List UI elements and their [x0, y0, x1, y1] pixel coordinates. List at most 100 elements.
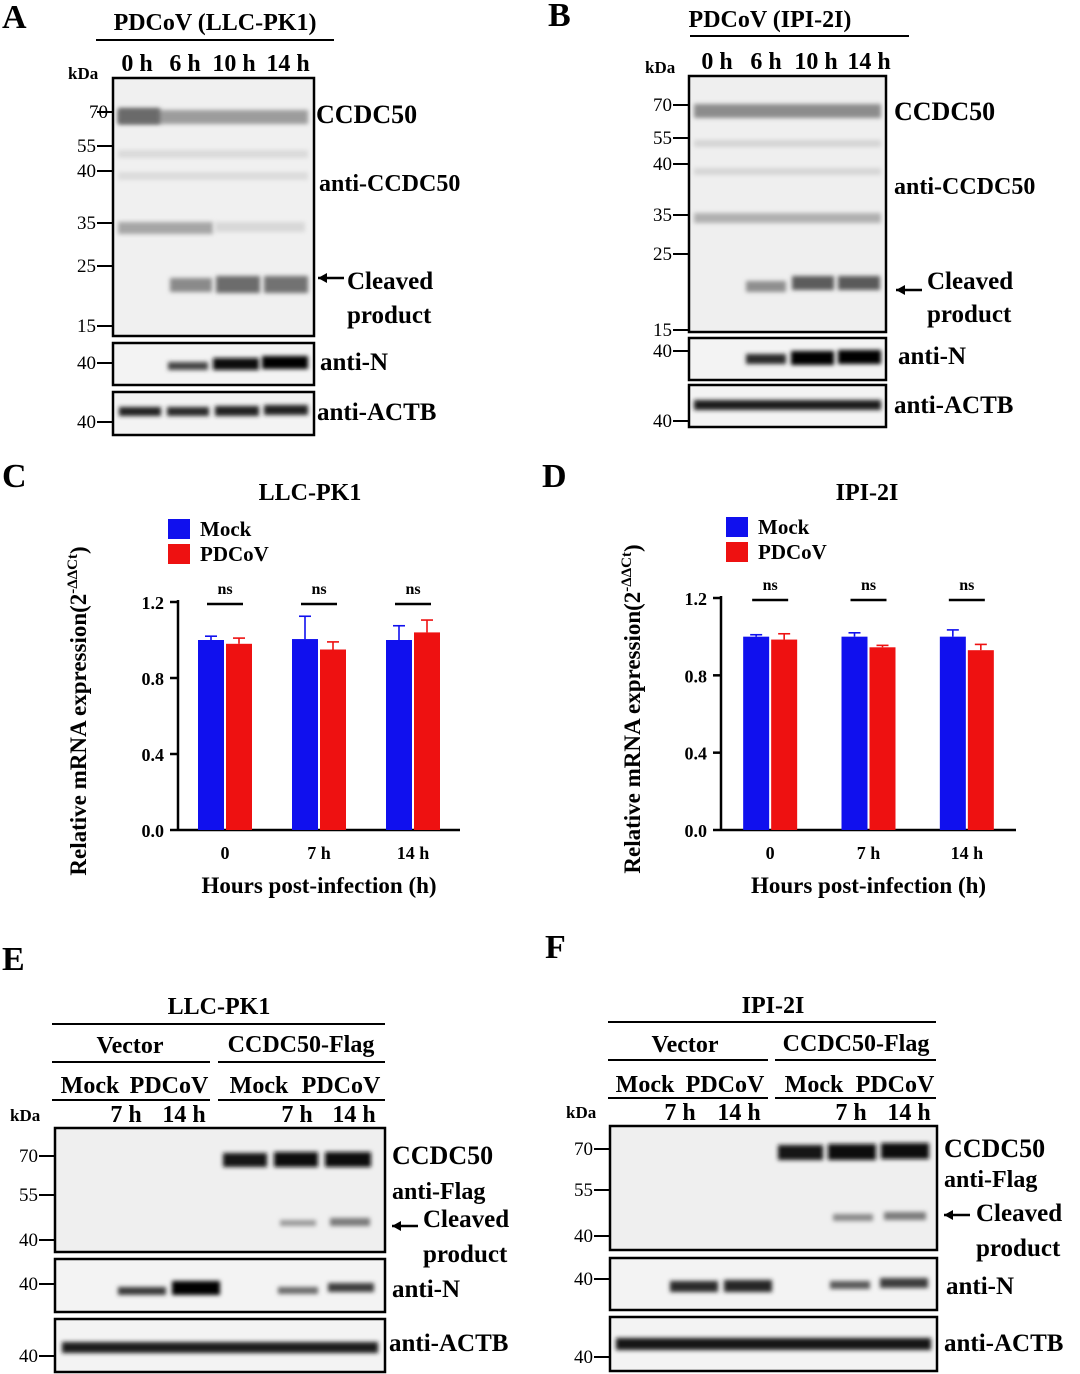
marker-a-15: 15	[77, 316, 96, 337]
lane-label-a-4: 14 h	[266, 51, 309, 77]
x-tick-label: 0	[766, 843, 775, 863]
legend-swatch-pdcov	[168, 544, 190, 564]
panel-e-title: LLC-PK1	[168, 994, 271, 1020]
label-f-anti-n: anti-N	[946, 1273, 1014, 1300]
label-e-product: product	[423, 1241, 508, 1268]
significance-label: ns	[959, 577, 974, 594]
label-b-product: product	[927, 301, 1012, 328]
time-e-3: 7 h	[281, 1102, 312, 1128]
marker-f-70: 70	[574, 1139, 593, 1160]
blot-f-anti-n	[608, 1256, 939, 1312]
bar-mock	[386, 640, 412, 830]
legend-label-mock: Mock	[758, 515, 810, 539]
chart-d-title: IPI-2I	[836, 480, 899, 506]
subgroup-e-4: PDCoV	[302, 1073, 381, 1099]
x-tick-label: 7 h	[307, 843, 331, 863]
panel-letter-d: D	[542, 458, 567, 495]
marker-b-70: 70	[653, 95, 672, 116]
label-a-anti-actb: anti-ACTB	[317, 399, 436, 426]
subgroup-f-3: Mock	[785, 1072, 844, 1098]
y-tick-label: 1.2	[142, 593, 165, 613]
y-axis-label-sup: -ΔΔCt	[619, 552, 635, 592]
panel-f: F IPI-2I Vector CCDC50-Flag Mock PDCoV M…	[545, 929, 1063, 1373]
marker-a-35: 35	[77, 213, 96, 234]
label-e-anti-actb: anti-ACTB	[389, 1330, 508, 1357]
lane-label-a-1: 0 h	[121, 51, 152, 77]
group-f-vector: Vector	[651, 1032, 718, 1058]
subgroup-f-4: PDCoV	[856, 1072, 935, 1098]
label-a-anti-ccdc50: anti-CCDC50	[319, 171, 460, 197]
label-a-product: product	[347, 302, 432, 329]
lane-label-b-2: 6 h	[750, 49, 781, 75]
x-tick-label: 7 h	[857, 843, 881, 863]
chart-c-title: LLC-PK1	[259, 480, 362, 506]
panel-letter-f: F	[545, 929, 566, 966]
y-tick-label: 0.8	[685, 666, 708, 686]
x-axis-label: Hours post-infection (h)	[751, 873, 986, 898]
kda-label-b: kDa	[645, 58, 676, 77]
marker-e-70: 70	[19, 1146, 38, 1167]
marker-e-n-40: 40	[19, 1274, 38, 1295]
y-axis-label-sup: -ΔΔCt	[65, 554, 81, 594]
y-axis-label: Relative mRNA expression(2-ΔΔCt)	[619, 544, 645, 873]
bar-pdcov	[771, 639, 798, 830]
marker-b-55: 55	[653, 128, 672, 149]
y-tick-label: 1.2	[685, 589, 708, 609]
y-tick-label: 0.0	[685, 821, 708, 841]
blot-b-anti-n	[687, 336, 888, 382]
label-f-anti-actb: anti-ACTB	[944, 1330, 1063, 1357]
marker-b-actb-40: 40	[653, 411, 672, 432]
subgroup-e-3: Mock	[230, 1073, 289, 1099]
blot-f-anti-actb	[608, 1315, 939, 1373]
marker-a-n-40: 40	[77, 353, 96, 374]
time-e-2: 14 h	[162, 1102, 205, 1128]
kda-label-e: kDa	[10, 1106, 41, 1125]
subgroup-f-2: PDCoV	[686, 1072, 765, 1098]
legend-label-pdcov: PDCoV	[758, 540, 827, 564]
legend-swatch-mock	[726, 517, 748, 537]
x-tick-label: 14 h	[397, 843, 430, 863]
panel-letter-e: E	[2, 941, 25, 978]
y-axis-label-end: )	[66, 546, 91, 554]
group-e-vector: Vector	[96, 1033, 163, 1059]
legend-label-pdcov: PDCoV	[200, 542, 269, 566]
panel-letter-b: B	[548, 0, 571, 34]
panel-e: E LLC-PK1 Vector CCDC50-Flag Mock PDCoV …	[2, 941, 509, 1374]
label-a-cleaved: Cleaved	[347, 268, 433, 295]
x-tick-label: 0	[221, 843, 230, 863]
legend-swatch-pdcov	[726, 542, 748, 562]
y-axis-label-main: Relative mRNA expression(2	[620, 592, 645, 874]
marker-a-actb-40: 40	[77, 412, 96, 433]
blot-b-main	[687, 74, 888, 334]
panel-letter-c: C	[2, 458, 27, 495]
marker-b-40: 40	[653, 154, 672, 175]
kda-label-f: kDa	[566, 1103, 597, 1122]
label-e-ccdc50: CCDC50	[392, 1141, 493, 1170]
blot-a-main	[111, 76, 316, 338]
group-e-ccdc50-flag: CCDC50-Flag	[228, 1032, 375, 1058]
marker-b-n-40: 40	[653, 341, 672, 362]
blot-a-anti-n	[111, 341, 316, 387]
y-tick-label: 0.0	[142, 821, 165, 841]
panel-b: B PDCoV (IPI-2I) kDa 0 h 6 h 10 h 14 h 7…	[548, 0, 1035, 432]
label-b-anti-ccdc50: anti-CCDC50	[894, 174, 1035, 200]
y-axis-label-end: )	[620, 544, 645, 552]
y-tick-label: 0.8	[142, 669, 165, 689]
lane-label-a-3: 10 h	[212, 51, 255, 77]
bar-pdcov	[414, 632, 440, 830]
marker-e-actb-40: 40	[19, 1346, 38, 1367]
marker-a-55: 55	[77, 136, 96, 157]
panel-a: A PDCoV (LLC-PK1) kDa 0 h 6 h 10 h 14 h …	[2, 0, 460, 437]
blot-e-anti-n	[53, 1257, 387, 1314]
panel-a-title: PDCoV (LLC-PK1)	[114, 10, 317, 36]
label-b-anti-actb: anti-ACTB	[894, 392, 1013, 419]
significance-label: ns	[405, 581, 420, 598]
label-a-ccdc50: CCDC50	[316, 100, 417, 129]
bar-mock	[292, 639, 318, 830]
blot-b-anti-actb	[687, 383, 888, 429]
significance-label: ns	[861, 577, 876, 594]
marker-e-40: 40	[19, 1230, 38, 1251]
marker-a-40: 40	[77, 161, 96, 182]
